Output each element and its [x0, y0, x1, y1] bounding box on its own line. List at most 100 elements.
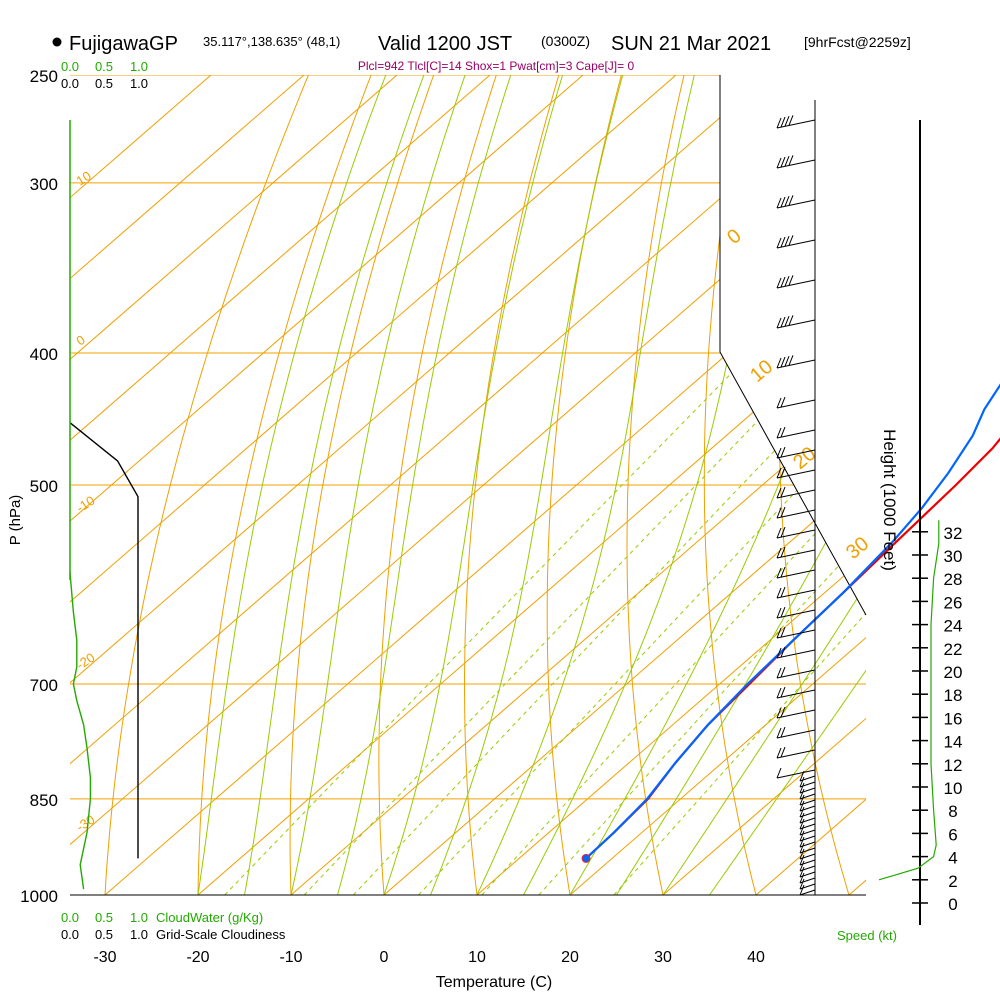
barb-feather [780, 196, 786, 208]
barb-feather [780, 546, 786, 558]
station-name: FujigawaGP [69, 33, 178, 55]
barb-staff [776, 569, 816, 579]
height-axis-label: Height (1000 Feet) [880, 429, 899, 571]
wind-speed-line [878, 520, 940, 881]
pressure-tick-label: 1000 [20, 887, 58, 906]
barb-feather [780, 746, 786, 758]
height-tick-label: 16 [944, 709, 963, 728]
temperature-tick-label: 40 [747, 949, 765, 966]
diagram-border [719, 75, 867, 616]
barb-feather [776, 237, 782, 249]
cloudwater-tick-bottom: 0.0 [61, 910, 79, 925]
wind-barbs [776, 115, 816, 896]
surface-parcel-marker [581, 853, 591, 863]
barb-feather [780, 426, 786, 438]
barb-feather [799, 824, 805, 836]
wind-barb-icon [776, 155, 816, 169]
cloudwater-line [69, 572, 92, 890]
mixing-ratio-line [224, 352, 752, 895]
barb-feather [780, 356, 786, 368]
barb-staff [776, 509, 816, 519]
barb-feather [788, 355, 794, 366]
pressure-axis-label: P (hPa) [7, 495, 24, 546]
barb-feather [799, 770, 805, 782]
wind-barb-icon [776, 526, 816, 539]
barb-feather [776, 747, 782, 759]
cloud-scales: 0.0 0.5 1.0 0.0 0.5 1.0 0.0 0.5 1.0 0.0 0.5 1.0 [61, 59, 148, 942]
barb-feather [784, 196, 790, 207]
pressure-tick-label: 700 [30, 676, 58, 695]
forecast-info: [9hrFcst@2259z] [804, 34, 911, 50]
height-tick-label: 20 [944, 663, 963, 682]
moist-adiabat-line [337, 75, 516, 895]
moist-adiabat-line [197, 75, 391, 895]
cloudiness-tick-bottom: 1.0 [130, 927, 148, 942]
height-tick-label: 28 [944, 570, 963, 589]
dry-adiabat-line [626, 75, 691, 895]
barb-feather [780, 466, 786, 478]
temperature-tick-label: 0 [380, 949, 389, 966]
barb-feather [788, 235, 794, 246]
wind-barb-icon [776, 546, 816, 559]
wind-barb-icon [776, 235, 816, 249]
height-tick-label: 26 [944, 593, 963, 612]
isotherm-line [662, 75, 866, 895]
moist-adiabat-line [523, 75, 785, 895]
wind-barb-icon [776, 426, 816, 439]
wind-barb-icon [776, 666, 816, 679]
isotherm-line [70, 75, 398, 895]
isotherm-line [70, 75, 770, 895]
temperature-tick-label: 10 [468, 949, 486, 966]
barb-feather [799, 848, 805, 860]
mixing-ratio-line [303, 352, 824, 895]
barb-feather [780, 586, 786, 598]
cloudiness-tick-top: 0.5 [95, 76, 113, 91]
height-tick-label: 32 [944, 524, 963, 543]
barb-feather [784, 316, 790, 327]
dry-adiabat-line [991, 51, 1000, 924]
cloudiness-line [69, 422, 139, 859]
barb-feather [780, 276, 786, 288]
mixing-ratio-line [481, 352, 866, 895]
wind-barb-icon [776, 195, 816, 209]
barb-feather [799, 866, 805, 878]
barb-feather [780, 446, 786, 458]
barb-feather [776, 427, 782, 439]
wind-barb-icon [799, 884, 816, 896]
barb-feather [799, 842, 805, 854]
barb-staff [776, 589, 816, 599]
profiles [69, 120, 1000, 890]
wind-barb-icon [776, 767, 816, 779]
barb-feather [780, 396, 786, 408]
pressure-axis: 250 300 400 500 700 850 1000 [20, 67, 58, 906]
barb-staff [776, 709, 816, 719]
moist-adiabat-line [662, 75, 866, 895]
height-tick-label: 12 [944, 756, 963, 775]
barb-feather [799, 788, 805, 800]
barb-staff [799, 889, 816, 896]
height-tick-label: 8 [948, 802, 957, 821]
height-tick-label: 2 [948, 872, 957, 891]
pressure-tick-label: 850 [30, 791, 58, 810]
barb-feather [776, 447, 782, 459]
barb-feather [776, 157, 782, 169]
barb-feather [799, 854, 805, 866]
temperature-tick-label: 20 [561, 949, 579, 966]
isotherm-line [70, 75, 863, 895]
barb-staff [776, 319, 816, 329]
barb-staff [776, 429, 816, 439]
moist-adiabat-line [616, 75, 866, 895]
barb-feather [776, 527, 782, 539]
height-tick-label: 4 [948, 849, 957, 868]
barb-staff [776, 449, 816, 459]
barb-feather [776, 547, 782, 559]
barb-feather [788, 275, 794, 286]
moist-adiabat-line [569, 75, 866, 895]
moist-adiabat-line [430, 75, 627, 895]
barb-staff [776, 669, 816, 679]
mixing-ratio-line [538, 352, 866, 895]
barb-feather [780, 566, 786, 578]
barb-feather [788, 315, 794, 326]
wind-barb-icon [776, 586, 816, 599]
